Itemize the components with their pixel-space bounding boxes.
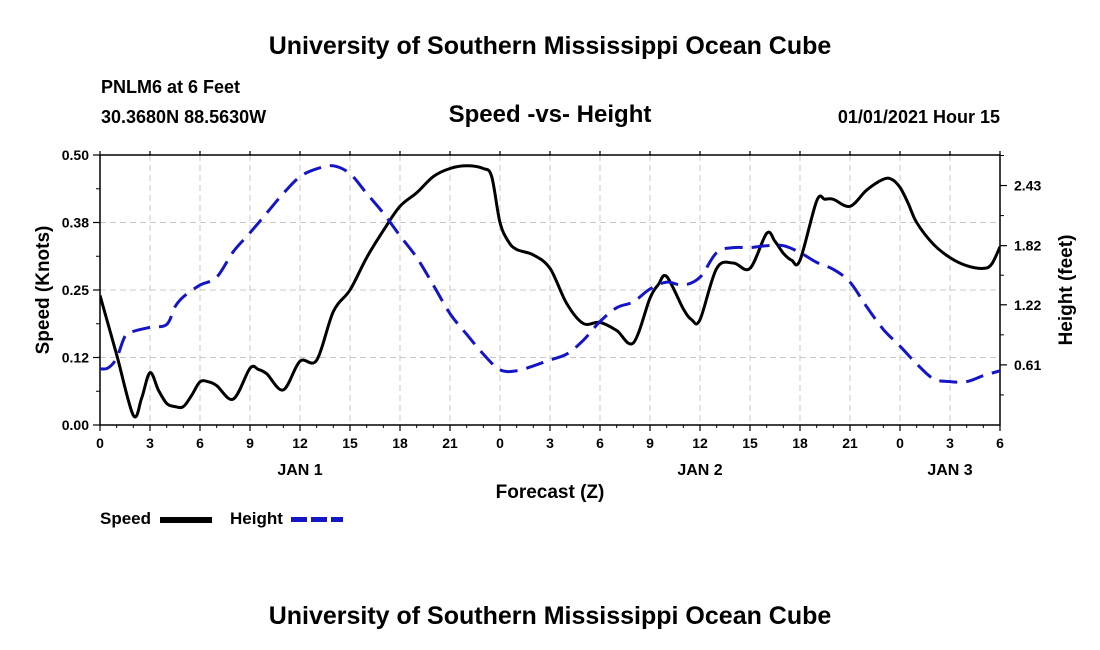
x-axis-title: Forecast (Z) xyxy=(495,482,605,503)
x-tick-label: 0 xyxy=(896,435,904,451)
footer-title: University of Southern Mississippi Ocean… xyxy=(268,602,832,630)
x-tick-label: 18 xyxy=(792,435,808,451)
x-tick-label: 6 xyxy=(996,435,1004,451)
legend-speed-label: Speed xyxy=(100,509,152,528)
y-tick-label: 0.12 xyxy=(62,350,89,366)
x-tick-label: 3 xyxy=(946,435,954,451)
y-tick-label: 0.38 xyxy=(62,215,89,231)
x-tick-label: 0 xyxy=(496,435,504,451)
x-tick-label: 15 xyxy=(342,435,358,451)
x-tick-label: 12 xyxy=(692,435,708,451)
station-name: PNLM6 at 6 Feet xyxy=(101,77,241,97)
chart-title: Speed -vs- Height xyxy=(448,101,652,128)
y2-tick-label: 1.22 xyxy=(1014,297,1041,313)
y-axis-title: Speed (Knots) xyxy=(33,226,54,355)
height-series-line xyxy=(100,164,1000,384)
y-tick-label: 0.50 xyxy=(62,147,89,163)
legend-height-label: Height xyxy=(230,509,283,528)
station-coords: 30.3680N 88.5630W xyxy=(101,107,267,127)
y2-tick-label: 1.82 xyxy=(1014,238,1041,254)
legend-height-swatch xyxy=(291,517,343,522)
forecast-datetime: 01/01/2021 Hour 15 xyxy=(837,107,1000,127)
y-tick-label: 0.00 xyxy=(62,417,89,433)
x-tick-label: 18 xyxy=(392,435,408,451)
speed-series-line xyxy=(100,164,1000,419)
x-tick-label: 6 xyxy=(196,435,204,451)
page-title: University of Southern Mississippi Ocean… xyxy=(268,32,832,60)
x-tick-label: 0 xyxy=(96,435,104,451)
x-tick-label: 21 xyxy=(442,435,458,451)
y-tick-label: 0.25 xyxy=(62,282,89,298)
y2-tick-label: 0.61 xyxy=(1014,357,1041,373)
y2-axis-title: Height (feet) xyxy=(1056,235,1077,346)
x-tick-label: 6 xyxy=(596,435,604,451)
date-label: JAN 1 xyxy=(277,462,322,479)
x-tick-label: 3 xyxy=(146,435,154,451)
x-tick-label: 12 xyxy=(292,435,308,451)
legend-speed-swatch xyxy=(160,517,212,523)
x-tick-label: 9 xyxy=(246,435,254,451)
date-label: JAN 2 xyxy=(677,462,722,479)
x-tick-label: 15 xyxy=(742,435,758,451)
y2-tick-label: 2.43 xyxy=(1014,178,1041,194)
date-label: JAN 3 xyxy=(927,462,972,479)
x-tick-label: 9 xyxy=(646,435,654,451)
x-tick-label: 21 xyxy=(842,435,858,451)
x-tick-label: 3 xyxy=(546,435,554,451)
